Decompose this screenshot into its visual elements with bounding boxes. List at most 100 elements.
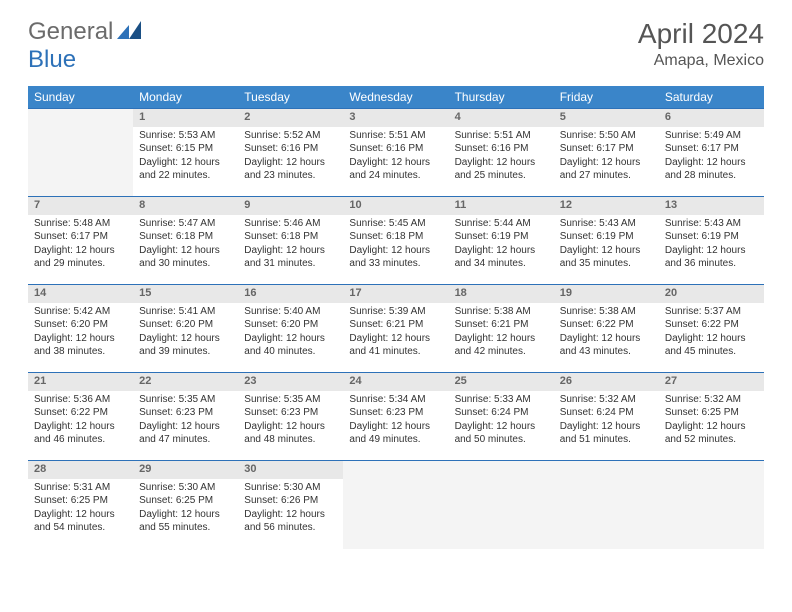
day-content-cell: Sunrise: 5:43 AMSunset: 6:19 PMDaylight:… (554, 215, 659, 285)
sunset-text: Sunset: 6:23 PM (349, 406, 442, 420)
day-number-cell: 22 (133, 373, 238, 391)
page-header: General April 2024 Amapa, Mexico (0, 0, 792, 78)
day-number-cell: 14 (28, 285, 133, 303)
day-content-cell (28, 127, 133, 197)
day-number-cell: 20 (659, 285, 764, 303)
daylight-text: Daylight: 12 hours and 29 minutes. (34, 244, 127, 271)
sunrise-text: Sunrise: 5:43 AM (665, 217, 758, 231)
sunrise-text: Sunrise: 5:30 AM (139, 481, 232, 495)
day-content-cell: Sunrise: 5:33 AMSunset: 6:24 PMDaylight:… (449, 391, 554, 461)
week-daynum-row: 78910111213 (28, 197, 764, 215)
day-number-cell: 3 (343, 109, 448, 127)
sunrise-text: Sunrise: 5:31 AM (34, 481, 127, 495)
daylight-text: Daylight: 12 hours and 38 minutes. (34, 332, 127, 359)
logo-shape-icon (117, 21, 143, 44)
sunset-text: Sunset: 6:16 PM (349, 142, 442, 156)
day-number-cell: 28 (28, 461, 133, 479)
day-number-cell: 29 (133, 461, 238, 479)
day-number-cell: 2 (238, 109, 343, 127)
day-number-cell: 10 (343, 197, 448, 215)
daylight-text: Daylight: 12 hours and 51 minutes. (560, 420, 653, 447)
daylight-text: Daylight: 12 hours and 30 minutes. (139, 244, 232, 271)
day-content-cell: Sunrise: 5:32 AMSunset: 6:24 PMDaylight:… (554, 391, 659, 461)
daylight-text: Daylight: 12 hours and 36 minutes. (665, 244, 758, 271)
logo: General (28, 18, 145, 46)
sunset-text: Sunset: 6:20 PM (139, 318, 232, 332)
day-content-cell: Sunrise: 5:39 AMSunset: 6:21 PMDaylight:… (343, 303, 448, 373)
sunset-text: Sunset: 6:20 PM (244, 318, 337, 332)
daylight-text: Daylight: 12 hours and 22 minutes. (139, 156, 232, 183)
week-daynum-row: 123456 (28, 109, 764, 127)
sunset-text: Sunset: 6:24 PM (560, 406, 653, 420)
day-content-cell (343, 479, 448, 549)
day-content-cell: Sunrise: 5:42 AMSunset: 6:20 PMDaylight:… (28, 303, 133, 373)
month-title: April 2024 (638, 18, 764, 50)
daylight-text: Daylight: 12 hours and 40 minutes. (244, 332, 337, 359)
sunset-text: Sunset: 6:19 PM (455, 230, 548, 244)
sunset-text: Sunset: 6:24 PM (455, 406, 548, 420)
week-daynum-row: 14151617181920 (28, 285, 764, 303)
day-content-cell (659, 479, 764, 549)
daylight-text: Daylight: 12 hours and 27 minutes. (560, 156, 653, 183)
calendar-table: Sunday Monday Tuesday Wednesday Thursday… (28, 86, 764, 549)
day-content-cell: Sunrise: 5:44 AMSunset: 6:19 PMDaylight:… (449, 215, 554, 285)
day-content-cell: Sunrise: 5:47 AMSunset: 6:18 PMDaylight:… (133, 215, 238, 285)
sunrise-text: Sunrise: 5:37 AM (665, 305, 758, 319)
daylight-text: Daylight: 12 hours and 54 minutes. (34, 508, 127, 535)
day-number-cell: 17 (343, 285, 448, 303)
day-content-cell: Sunrise: 5:38 AMSunset: 6:21 PMDaylight:… (449, 303, 554, 373)
day-content-cell: Sunrise: 5:52 AMSunset: 6:16 PMDaylight:… (238, 127, 343, 197)
daylight-text: Daylight: 12 hours and 50 minutes. (455, 420, 548, 447)
sunset-text: Sunset: 6:25 PM (665, 406, 758, 420)
sunrise-text: Sunrise: 5:33 AM (455, 393, 548, 407)
daylight-text: Daylight: 12 hours and 25 minutes. (455, 156, 548, 183)
day-number-cell: 23 (238, 373, 343, 391)
sunset-text: Sunset: 6:21 PM (455, 318, 548, 332)
calendar-header-row: Sunday Monday Tuesday Wednesday Thursday… (28, 86, 764, 109)
daylight-text: Daylight: 12 hours and 49 minutes. (349, 420, 442, 447)
day-number-cell: 18 (449, 285, 554, 303)
daylight-text: Daylight: 12 hours and 28 minutes. (665, 156, 758, 183)
daylight-text: Daylight: 12 hours and 31 minutes. (244, 244, 337, 271)
daylight-text: Daylight: 12 hours and 56 minutes. (244, 508, 337, 535)
daylight-text: Daylight: 12 hours and 43 minutes. (560, 332, 653, 359)
day-number-cell: 9 (238, 197, 343, 215)
sunrise-text: Sunrise: 5:30 AM (244, 481, 337, 495)
col-monday: Monday (133, 86, 238, 109)
sunset-text: Sunset: 6:16 PM (455, 142, 548, 156)
sunrise-text: Sunrise: 5:42 AM (34, 305, 127, 319)
day-number-cell: 21 (28, 373, 133, 391)
sunrise-text: Sunrise: 5:35 AM (139, 393, 232, 407)
sunrise-text: Sunrise: 5:49 AM (665, 129, 758, 143)
sunset-text: Sunset: 6:18 PM (244, 230, 337, 244)
sunrise-text: Sunrise: 5:51 AM (455, 129, 548, 143)
day-content-cell: Sunrise: 5:53 AMSunset: 6:15 PMDaylight:… (133, 127, 238, 197)
day-number-cell: 7 (28, 197, 133, 215)
week-content-row: Sunrise: 5:31 AMSunset: 6:25 PMDaylight:… (28, 479, 764, 549)
sunset-text: Sunset: 6:23 PM (244, 406, 337, 420)
daylight-text: Daylight: 12 hours and 33 minutes. (349, 244, 442, 271)
col-tuesday: Tuesday (238, 86, 343, 109)
week-content-row: Sunrise: 5:36 AMSunset: 6:22 PMDaylight:… (28, 391, 764, 461)
day-content-cell: Sunrise: 5:30 AMSunset: 6:26 PMDaylight:… (238, 479, 343, 549)
day-number-cell: 16 (238, 285, 343, 303)
day-number-cell: 11 (449, 197, 554, 215)
sunrise-text: Sunrise: 5:53 AM (139, 129, 232, 143)
col-saturday: Saturday (659, 86, 764, 109)
sunrise-text: Sunrise: 5:50 AM (560, 129, 653, 143)
sunset-text: Sunset: 6:26 PM (244, 494, 337, 508)
col-sunday: Sunday (28, 86, 133, 109)
day-content-cell: Sunrise: 5:46 AMSunset: 6:18 PMDaylight:… (238, 215, 343, 285)
sunrise-text: Sunrise: 5:41 AM (139, 305, 232, 319)
daylight-text: Daylight: 12 hours and 55 minutes. (139, 508, 232, 535)
sunrise-text: Sunrise: 5:52 AM (244, 129, 337, 143)
sunrise-text: Sunrise: 5:38 AM (560, 305, 653, 319)
day-content-cell: Sunrise: 5:35 AMSunset: 6:23 PMDaylight:… (238, 391, 343, 461)
day-content-cell (554, 479, 659, 549)
day-number-cell: 1 (133, 109, 238, 127)
sunset-text: Sunset: 6:17 PM (665, 142, 758, 156)
day-content-cell: Sunrise: 5:35 AMSunset: 6:23 PMDaylight:… (133, 391, 238, 461)
day-number-cell: 12 (554, 197, 659, 215)
location-label: Amapa, Mexico (638, 52, 764, 70)
day-content-cell (449, 479, 554, 549)
